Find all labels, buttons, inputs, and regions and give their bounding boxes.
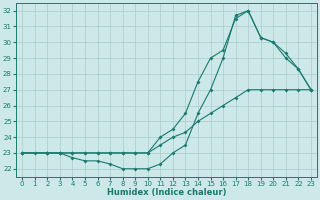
X-axis label: Humidex (Indice chaleur): Humidex (Indice chaleur) (107, 188, 226, 197)
